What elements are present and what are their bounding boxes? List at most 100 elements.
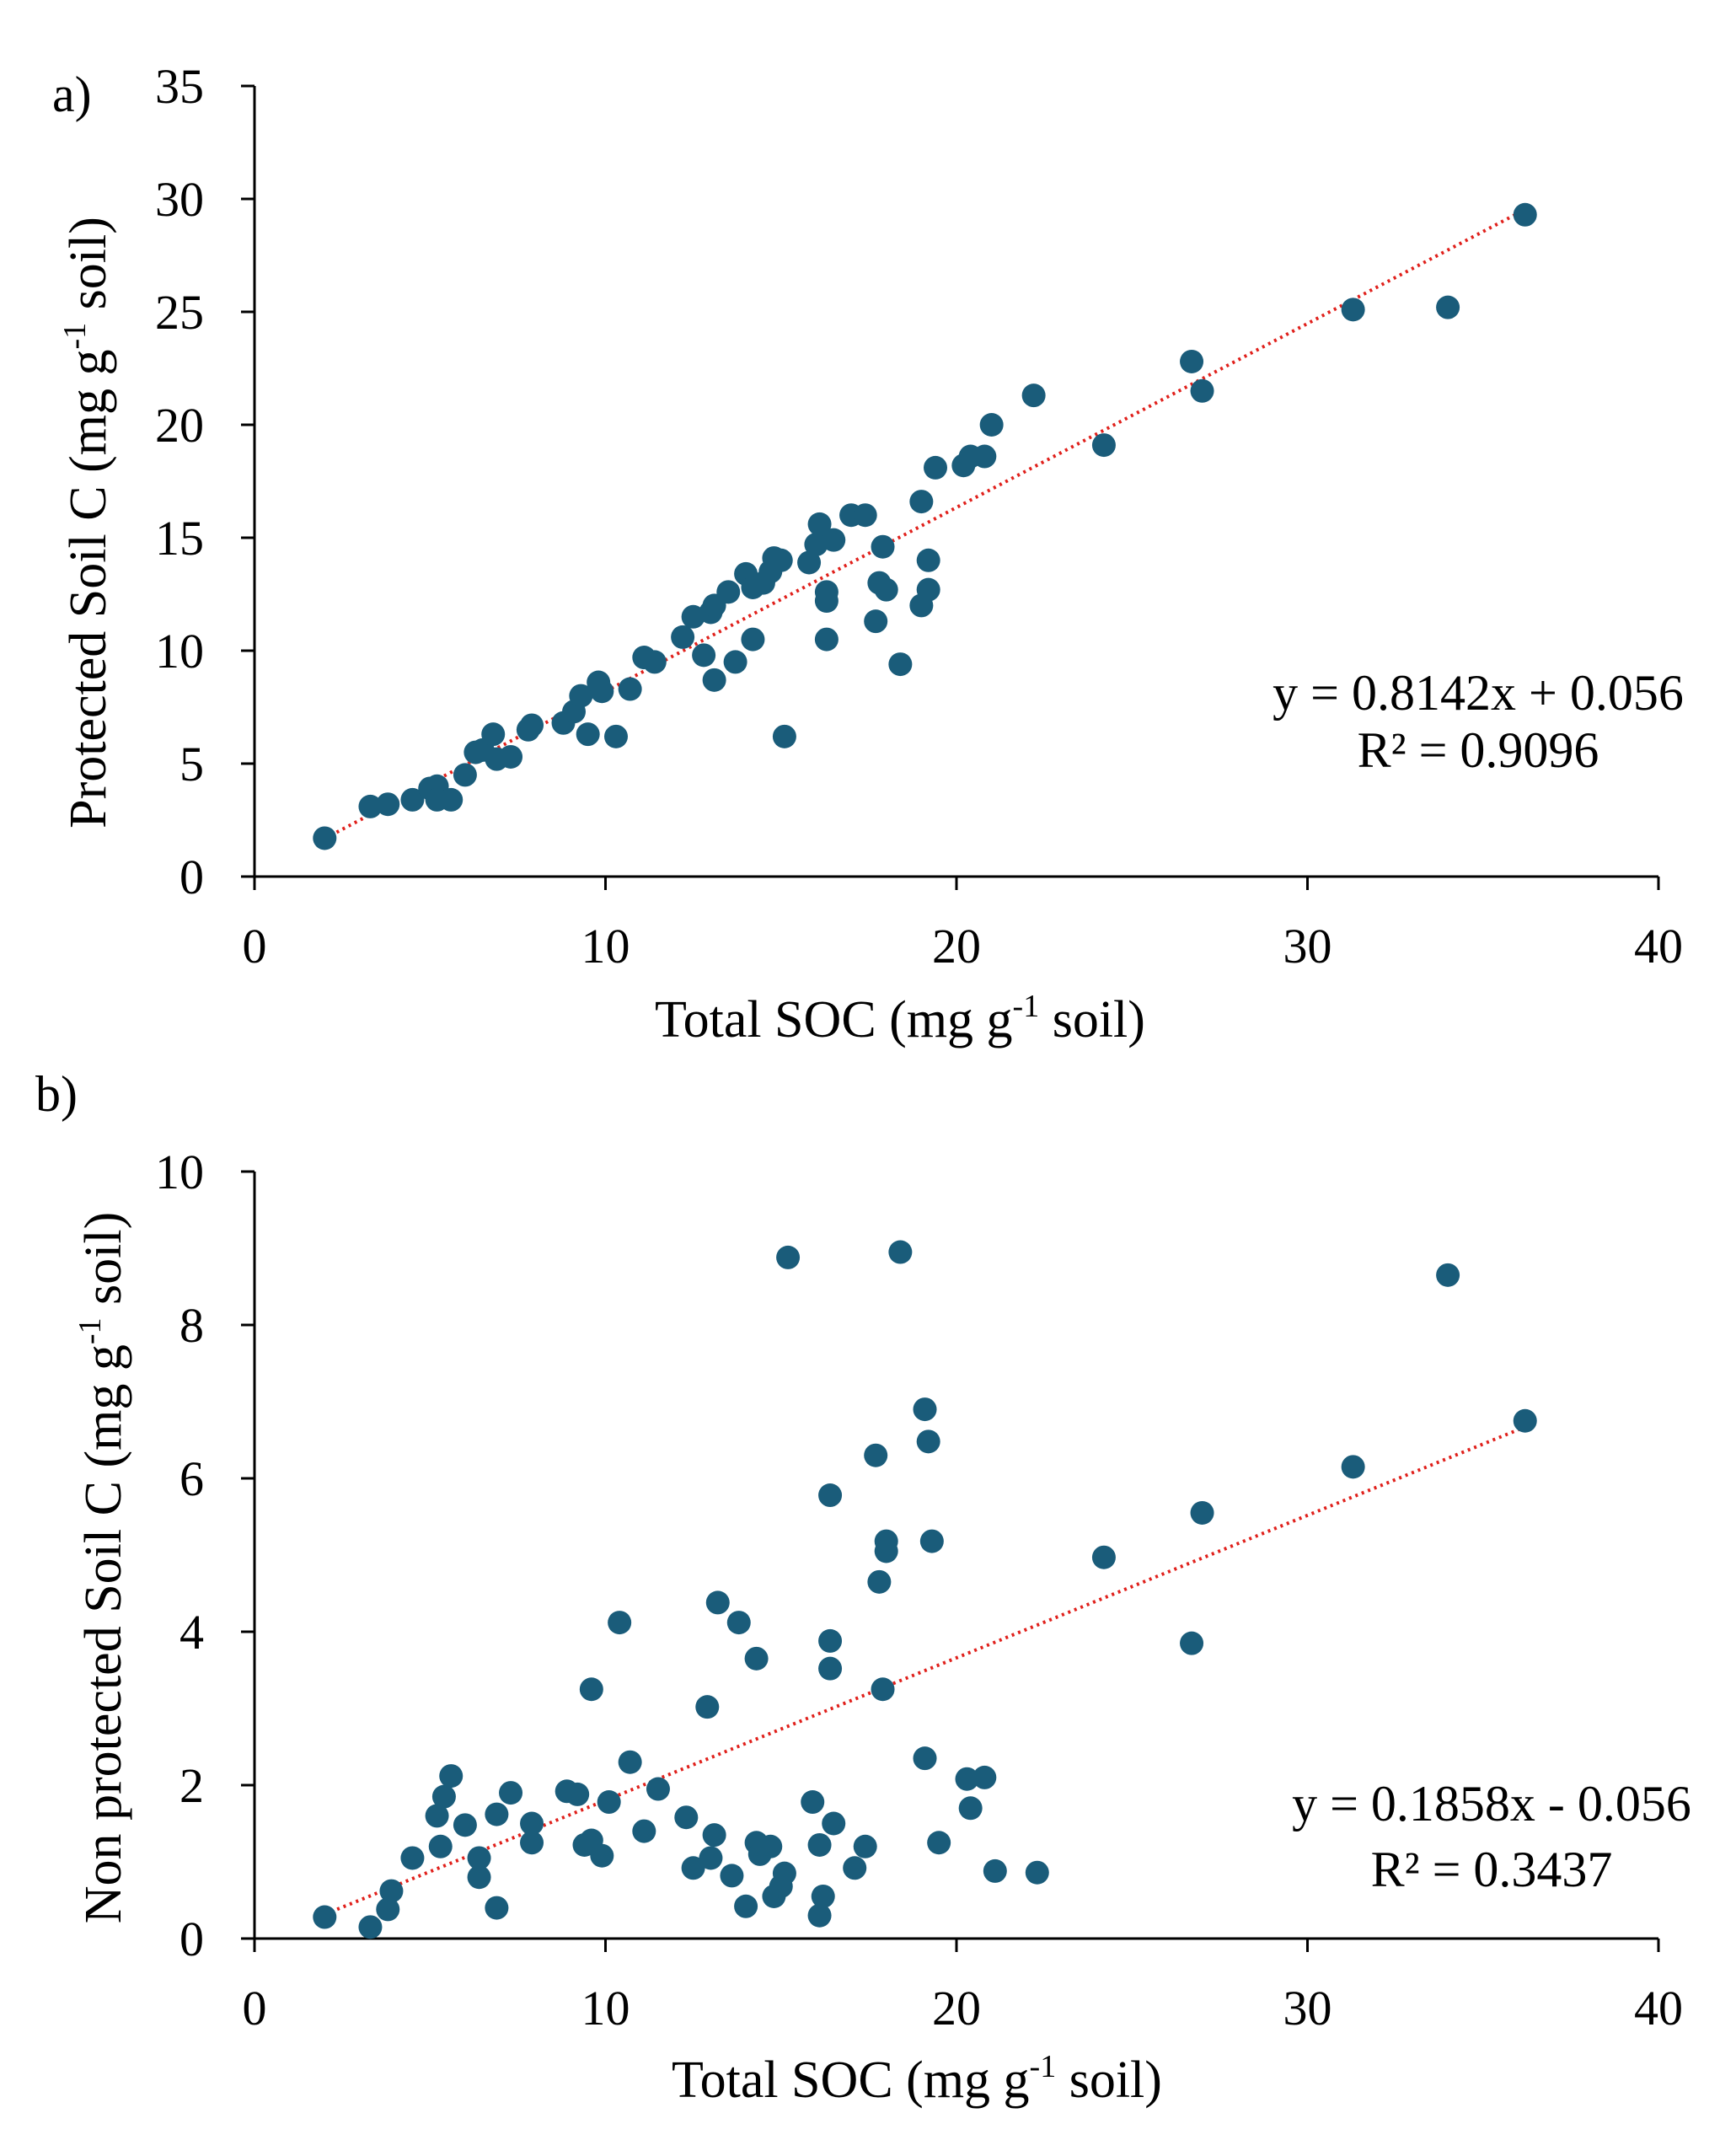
data-point-b [597, 1790, 621, 1815]
y-axis-title-b: Non protected Soil C (mg g-1 soil) [72, 1212, 132, 1923]
data-point-b [734, 1894, 758, 1918]
data-point-b [913, 1397, 937, 1422]
data-point-b [958, 1796, 983, 1821]
y-tick-label-a: 0 [179, 850, 204, 904]
data-point-a [618, 677, 642, 701]
data-point-b [1091, 1545, 1116, 1569]
data-point-b [874, 1529, 898, 1553]
data-point-b [632, 1819, 656, 1843]
data-point-b [853, 1834, 877, 1858]
data-point-a [723, 650, 747, 674]
y-tick-label-b: 6 [179, 1451, 204, 1506]
y-tick-label-b: 0 [179, 1912, 204, 1966]
data-point-b [467, 1846, 491, 1870]
data-point-a [979, 413, 1004, 437]
data-point-a [822, 528, 846, 552]
data-point-b [720, 1864, 744, 1888]
data-point-b [811, 1884, 835, 1908]
data-point-b [801, 1790, 825, 1815]
x-tick-label-b: 30 [1283, 1981, 1332, 2035]
data-point-a [590, 679, 614, 704]
data-point-b [379, 1879, 404, 1903]
data-point-a [916, 548, 940, 572]
data-point-a [569, 684, 593, 708]
y-tick-label-a: 5 [179, 737, 204, 791]
data-point-a [481, 722, 506, 747]
data-point-b [590, 1843, 614, 1868]
data-point-a [520, 713, 544, 737]
data-point-b [439, 1764, 463, 1789]
data-point-b [1025, 1860, 1049, 1885]
x-tick-label-a: 10 [581, 919, 630, 973]
data-point-b [400, 1846, 425, 1870]
data-point-a [871, 534, 895, 559]
data-point-b [871, 1677, 895, 1702]
x-tick-label-a: 40 [1634, 919, 1683, 973]
y-tick-label-a: 35 [155, 59, 204, 114]
data-point-a [400, 787, 425, 812]
panel-a: a) 0 5 10 15 20 25 30 35 0 10 20 30 40 Total SOC (mg… [52, 59, 1684, 1049]
data-point-a [909, 490, 934, 514]
data-point-a [874, 577, 898, 602]
data-point-b [608, 1611, 632, 1635]
data-point-a [772, 724, 796, 748]
data-point-a [1513, 202, 1537, 227]
data-point-a [576, 722, 600, 747]
data-point-a [313, 826, 337, 850]
data-point-a [1436, 295, 1460, 319]
x-axis-title-a: Total SOC (mg g-1 soil) [655, 989, 1145, 1049]
x-tick-label-b: 0 [243, 1981, 267, 2035]
data-point-a [376, 792, 400, 817]
x-tick-label-a: 20 [932, 919, 981, 973]
data-point-b [916, 1429, 940, 1454]
data-point-b [955, 1767, 979, 1791]
data-point-b [618, 1750, 642, 1774]
data-point-b [358, 1915, 383, 1939]
data-point-b [1180, 1631, 1204, 1655]
data-point-b [705, 1590, 730, 1615]
y-tick-label-a: 10 [155, 624, 204, 678]
data-point-b [818, 1628, 843, 1653]
data-point-b [499, 1781, 523, 1805]
data-point-b [864, 1443, 888, 1467]
trendline-equation-a: y = 0.8142x + 0.056 [1273, 665, 1684, 721]
data-point-a [453, 763, 477, 787]
data-point-b [919, 1529, 944, 1553]
data-point-a [642, 650, 667, 674]
r-squared-a: R² = 0.9096 [1358, 722, 1599, 778]
data-point-b [818, 1656, 843, 1681]
data-point-b [972, 1765, 997, 1789]
trendline-equation-b: y = 0.1858x - 0.056 [1292, 1776, 1691, 1832]
data-point-a [499, 744, 523, 769]
y-tick-label-a: 25 [155, 285, 204, 340]
data-point-a [924, 455, 948, 480]
panel-a-marks: 0 5 10 15 20 25 30 35 0 10 20 30 40 [155, 59, 1683, 973]
data-point-a [439, 787, 463, 812]
data-point-b [681, 1856, 705, 1880]
data-point-b [726, 1611, 751, 1635]
panel-label-a: a) [52, 67, 92, 122]
y-tick-label-b: 10 [155, 1145, 204, 1199]
data-point-a [692, 643, 716, 668]
y-axis-title-a: Protected Soil C (mg g-1 soil) [57, 217, 117, 829]
data-point-b [822, 1811, 846, 1836]
data-point-b [818, 1483, 843, 1508]
data-point-b [807, 1832, 832, 1857]
data-point-b [695, 1695, 720, 1719]
data-point-a [1180, 349, 1204, 373]
data-point-b [1190, 1500, 1214, 1525]
y-tick-label-b: 8 [179, 1298, 204, 1353]
data-point-a [1091, 433, 1116, 458]
x-tick-label-a: 30 [1283, 919, 1332, 973]
data-point-b [485, 1896, 509, 1920]
data-point-a [358, 794, 383, 818]
y-tick-label-b: 2 [179, 1758, 204, 1813]
data-point-b [579, 1677, 603, 1702]
data-point-b [674, 1805, 699, 1830]
data-point-b [983, 1858, 1007, 1883]
panel-b-marks: 0 2 4 6 8 10 0 10 20 30 40 [155, 1145, 1683, 2035]
data-point-b [843, 1856, 867, 1880]
data-point-a [807, 512, 832, 536]
data-point-a [1341, 298, 1365, 322]
